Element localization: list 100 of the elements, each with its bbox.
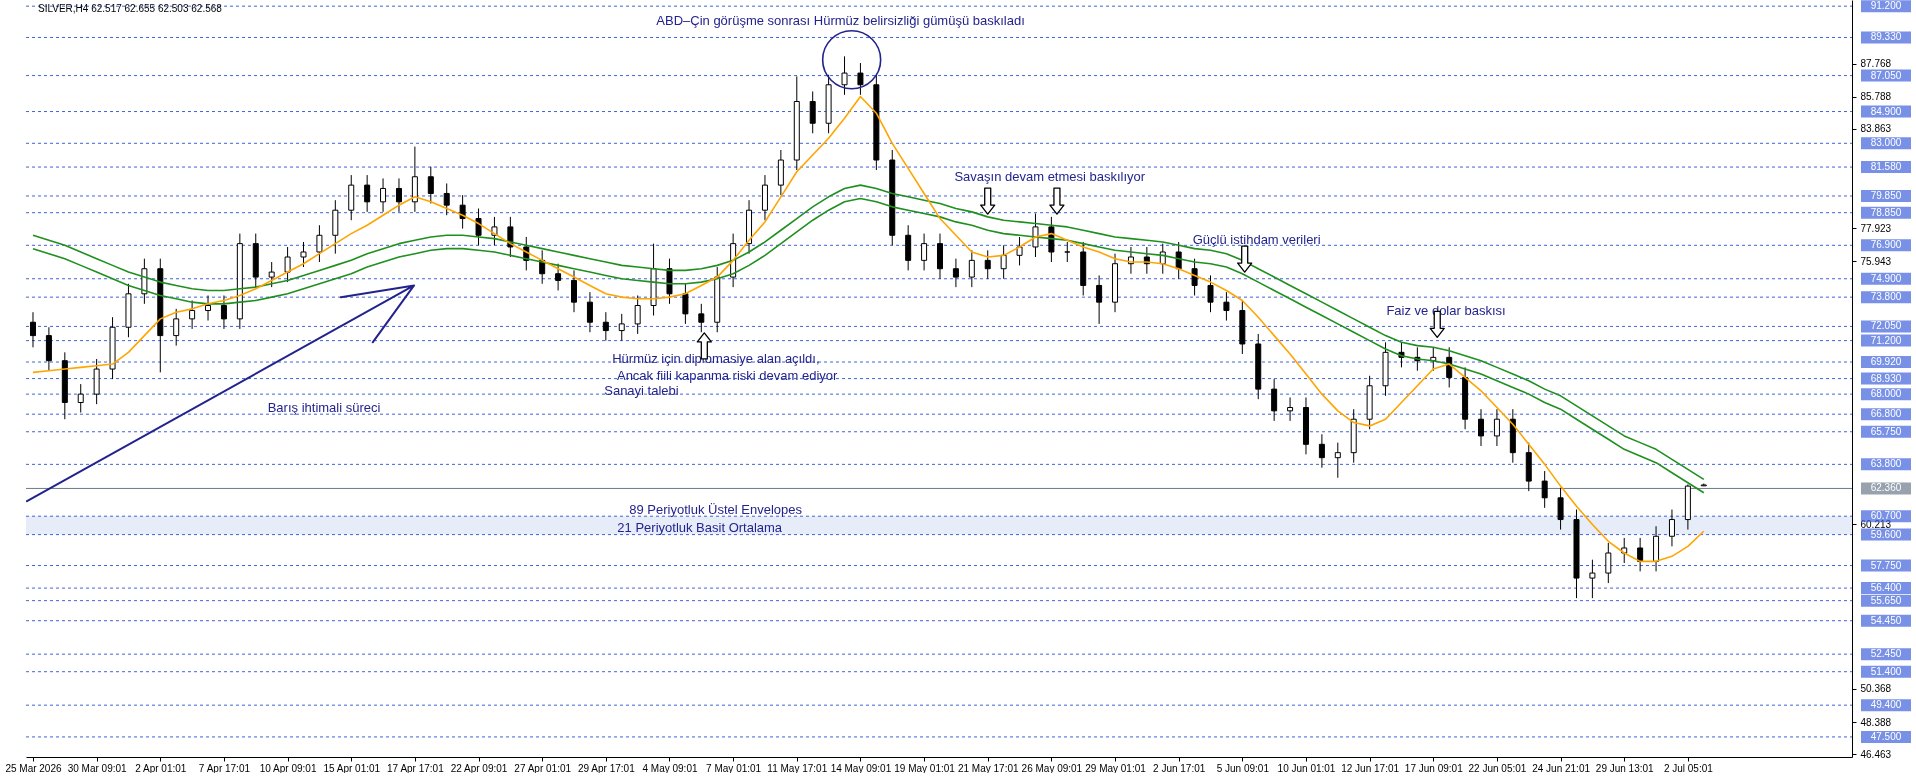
annotation: SILVER,H4 62.517 62.655 62.503 62.568: [38, 3, 223, 14]
candlestick: [29, 311, 36, 348]
ref-line-label: 87.050: [1870, 69, 1902, 81]
candlestick: [857, 62, 864, 96]
y-tick-label: 46.463: [1860, 748, 1892, 760]
y-tick-label: 48.388: [1860, 716, 1892, 728]
ref-line-label: 81.580: [1870, 161, 1902, 173]
annotation: Güçlü istihdam verileri: [1192, 232, 1321, 248]
x-tick-label: 11 May 17:01: [767, 762, 828, 774]
x-tick-label: 2 Jul 05:01: [1663, 762, 1714, 774]
x-tick-label: 22 Apr 09:01: [450, 762, 508, 774]
ref-line-label: 69.920: [1870, 356, 1902, 368]
y-tick-label: 85.788: [1860, 91, 1892, 103]
candlestick: [1637, 537, 1644, 572]
x-tick-label: 29 Jun 13:01: [1595, 762, 1655, 774]
ref-line-label: 47.500: [1870, 730, 1902, 742]
x-tick-label: 29 May 01:01: [1085, 762, 1147, 774]
candlestick: [809, 90, 816, 134]
candlestick: [571, 269, 578, 313]
ref-line-label: 65.750: [1870, 425, 1902, 437]
candlestick: [205, 294, 212, 322]
candlestick: [921, 233, 928, 271]
annotation: Hürmüz için diplomasiye alan açıldı,: [612, 351, 820, 367]
candlestick: [586, 291, 593, 333]
ref-line-label: 56.400: [1870, 582, 1902, 594]
x-tick-label: 27 Apr 01:01: [514, 762, 572, 774]
annotation: 21 Periyotluk Basit Ortalama: [617, 519, 783, 535]
annotation: Sanayi talebi: [604, 382, 679, 398]
ref-line-label: 79.850: [1870, 189, 1902, 201]
candlestick: [1334, 442, 1341, 479]
ref-line-label: 51.400: [1870, 665, 1902, 677]
candlestick: [284, 246, 291, 283]
candlestick: [1605, 542, 1612, 584]
ref-line-label: 71.200: [1870, 334, 1902, 346]
candlestick: [555, 263, 562, 291]
x-tick-label: 17 Apr 17:01: [387, 762, 445, 774]
candlestick: [1000, 244, 1007, 280]
candlestick: [984, 249, 991, 280]
x-tick-label: 30 Mar 09:01: [67, 762, 128, 774]
candlestick: [1621, 537, 1628, 564]
candlestick: [1478, 408, 1485, 447]
x-tick-label: 10 Jun 01:01: [1277, 762, 1336, 774]
candlestick: [189, 299, 196, 330]
annotation: 89 Periyotluk Üstel Envelopes: [629, 501, 803, 517]
ref-line-label: 83.000: [1870, 137, 1902, 149]
x-tick-label: 12 Jun 17:01: [1341, 762, 1400, 774]
candlestick: [173, 308, 180, 347]
candlestick: [1271, 378, 1278, 422]
candlestick: [1223, 291, 1230, 322]
candlestick: [1016, 236, 1023, 266]
ref-line-label: 73.800: [1870, 291, 1902, 303]
candlestick: [1318, 433, 1325, 469]
x-tick-label: 2 Jun 17:01: [1153, 762, 1206, 774]
candlestick: [1064, 241, 1071, 263]
candlestick: [682, 283, 689, 325]
x-tick-label: 5 Jun 09:01: [1216, 762, 1270, 774]
x-tick-label: 17 Jun 09:01: [1404, 762, 1464, 774]
x-tick-label: 10 Apr 09:01: [259, 762, 317, 774]
candlestick: [634, 294, 641, 335]
candlestick: [443, 182, 450, 216]
ref-line-label: 55.650: [1870, 594, 1902, 606]
ref-line-label: 76.900: [1870, 239, 1902, 251]
ref-line-label: 52.450: [1870, 648, 1902, 660]
annotation: ABD–Çin görüşme sonrası Hürmüz belirsizliği gümüşü baskıladı: [656, 13, 1025, 29]
candlestick: [268, 261, 275, 288]
candlestick: [1493, 408, 1500, 447]
candlestick: [1589, 559, 1596, 599]
ref-line-label: 57.750: [1870, 559, 1902, 571]
candlestick: [968, 249, 975, 288]
ref-line-label: 49.400: [1870, 699, 1902, 711]
ref-line-label: 66.800: [1870, 408, 1902, 420]
candlestick: [459, 194, 466, 230]
ref-line-label: 68.930: [1870, 372, 1902, 384]
candlestick: [1557, 487, 1564, 531]
ref-line-label: 68.000: [1870, 388, 1902, 400]
candlestick: [427, 166, 434, 205]
candlestick: [1032, 213, 1039, 258]
x-tick-label: 4 May 09:01: [642, 762, 698, 774]
candlestick: [380, 177, 387, 213]
candlestick: [1541, 470, 1548, 509]
candlestick: [395, 177, 402, 213]
x-tick-label: 7 Apr 17:01: [198, 762, 251, 774]
line-series: [32, 95, 1705, 563]
candlestick: [77, 383, 84, 414]
candlestick: [1096, 274, 1103, 325]
ref-line-label: 78.850: [1870, 206, 1902, 218]
candlestick: [841, 55, 848, 96]
ref-line-label: 59.600: [1870, 528, 1902, 540]
y-tick-label: 75.943: [1860, 255, 1892, 267]
ref-line-label: 84.900: [1870, 105, 1902, 117]
ref-line-label: 91.200: [1870, 0, 1902, 12]
candlestick: [1668, 509, 1675, 547]
ref-line-label: 54.450: [1870, 614, 1902, 626]
candlestick: [618, 313, 625, 342]
candlestick: [316, 224, 323, 263]
candlestick: [300, 241, 307, 268]
candlestick: [1446, 346, 1453, 388]
x-tick-label: 14 May 09:01: [830, 762, 892, 774]
ref-line-label: 72.050: [1870, 320, 1902, 332]
ref-line-label: 74.900: [1870, 272, 1902, 284]
